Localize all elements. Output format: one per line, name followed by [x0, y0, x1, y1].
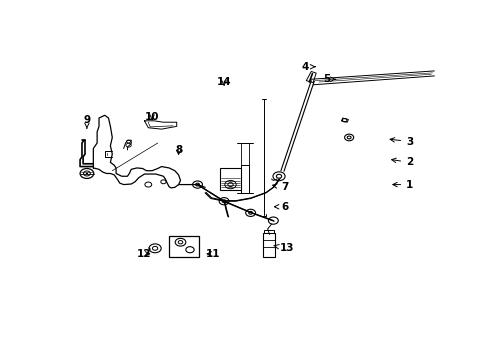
- Text: 11: 11: [205, 249, 220, 259]
- Text: 5: 5: [322, 74, 335, 84]
- Text: 1: 1: [392, 180, 412, 190]
- Text: 13: 13: [273, 243, 293, 253]
- Bar: [169, 236, 199, 257]
- Bar: [264, 230, 273, 233]
- Bar: [220, 168, 241, 190]
- Text: 10: 10: [144, 112, 159, 122]
- Text: 4: 4: [301, 62, 314, 72]
- Text: 9: 9: [83, 115, 90, 128]
- Text: 3: 3: [389, 136, 412, 147]
- Text: 2: 2: [391, 157, 412, 167]
- Text: 7: 7: [272, 183, 288, 192]
- Text: 14: 14: [216, 77, 231, 87]
- Circle shape: [85, 173, 88, 174]
- Text: 6: 6: [274, 202, 288, 212]
- Text: 8: 8: [175, 145, 182, 155]
- Text: 12: 12: [136, 249, 151, 259]
- Bar: [262, 233, 274, 257]
